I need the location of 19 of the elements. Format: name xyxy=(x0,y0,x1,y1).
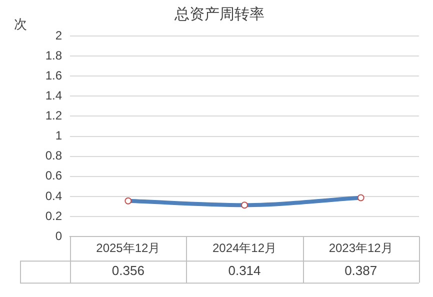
data-label: 0.314 xyxy=(228,263,261,278)
y-tick-label: 2 xyxy=(55,28,62,42)
y-tick-label: 1.4 xyxy=(45,88,62,102)
x-tick-label: 2025年12月 xyxy=(96,241,160,256)
data-label: 0.356 xyxy=(112,263,144,278)
chart-title: 总资产周转率 xyxy=(174,6,264,24)
y-tick-label: 1 xyxy=(55,128,62,143)
x-tick-label: 2023年12月 xyxy=(328,241,393,256)
data-label: 0.387 xyxy=(344,263,378,278)
x-tick-label: 2024年12月 xyxy=(212,241,277,256)
y-axis-title: 次 xyxy=(14,16,27,32)
y-tick-label: 0.6 xyxy=(45,168,62,183)
y-tick-label: 0 xyxy=(55,228,62,243)
y-tick-label: 0.8 xyxy=(45,148,62,163)
y-tick-label: 1.6 xyxy=(45,68,62,82)
y-tick-label: 1.2 xyxy=(45,108,62,123)
y-tick-label: 0.4 xyxy=(45,188,62,203)
y-tick-label: 0.2 xyxy=(45,208,62,223)
y-tick-label: 1.8 xyxy=(45,48,62,62)
